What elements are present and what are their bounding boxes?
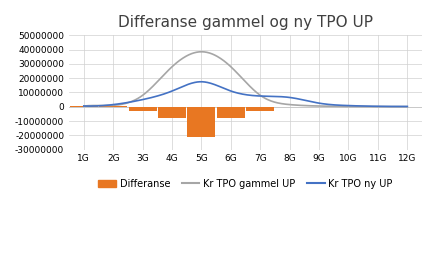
Line: Kr TPO ny UP: Kr TPO ny UP <box>84 82 407 106</box>
Bar <box>70 106 98 107</box>
Legend: Differanse, Kr TPO gammel UP, Kr TPO ny UP: Differanse, Kr TPO gammel UP, Kr TPO ny … <box>94 175 397 193</box>
Kr TPO ny UP <box>398 105 403 108</box>
Bar <box>246 107 274 111</box>
Kr TPO ny UP <box>398 105 403 108</box>
Kr TPO ny UP <box>405 105 410 108</box>
Kr TPO ny UP <box>274 95 280 98</box>
Line: Kr TPO gammel UP: Kr TPO gammel UP <box>84 52 407 107</box>
Kr TPO gammel UP <box>398 105 403 108</box>
Kr TPO gammel UP <box>236 72 241 76</box>
Kr TPO gammel UP <box>405 105 410 108</box>
Kr TPO gammel UP <box>347 105 352 108</box>
Kr TPO gammel UP <box>274 101 280 104</box>
Kr TPO ny UP <box>347 104 352 107</box>
Kr TPO ny UP <box>236 91 241 95</box>
Bar <box>187 107 215 137</box>
Bar <box>99 106 127 107</box>
Bar <box>217 107 245 118</box>
Kr TPO gammel UP <box>199 50 205 53</box>
Kr TPO ny UP <box>198 80 204 83</box>
Kr TPO gammel UP <box>81 104 87 108</box>
Bar <box>158 107 186 118</box>
Kr TPO ny UP <box>81 104 87 108</box>
Bar <box>128 107 156 111</box>
Kr TPO gammel UP <box>237 74 243 78</box>
Title: Differanse gammel og ny TPO UP: Differanse gammel og ny TPO UP <box>118 15 373 30</box>
Kr TPO ny UP <box>257 94 262 98</box>
Kr TPO gammel UP <box>257 93 262 96</box>
Kr TPO ny UP <box>237 92 243 95</box>
